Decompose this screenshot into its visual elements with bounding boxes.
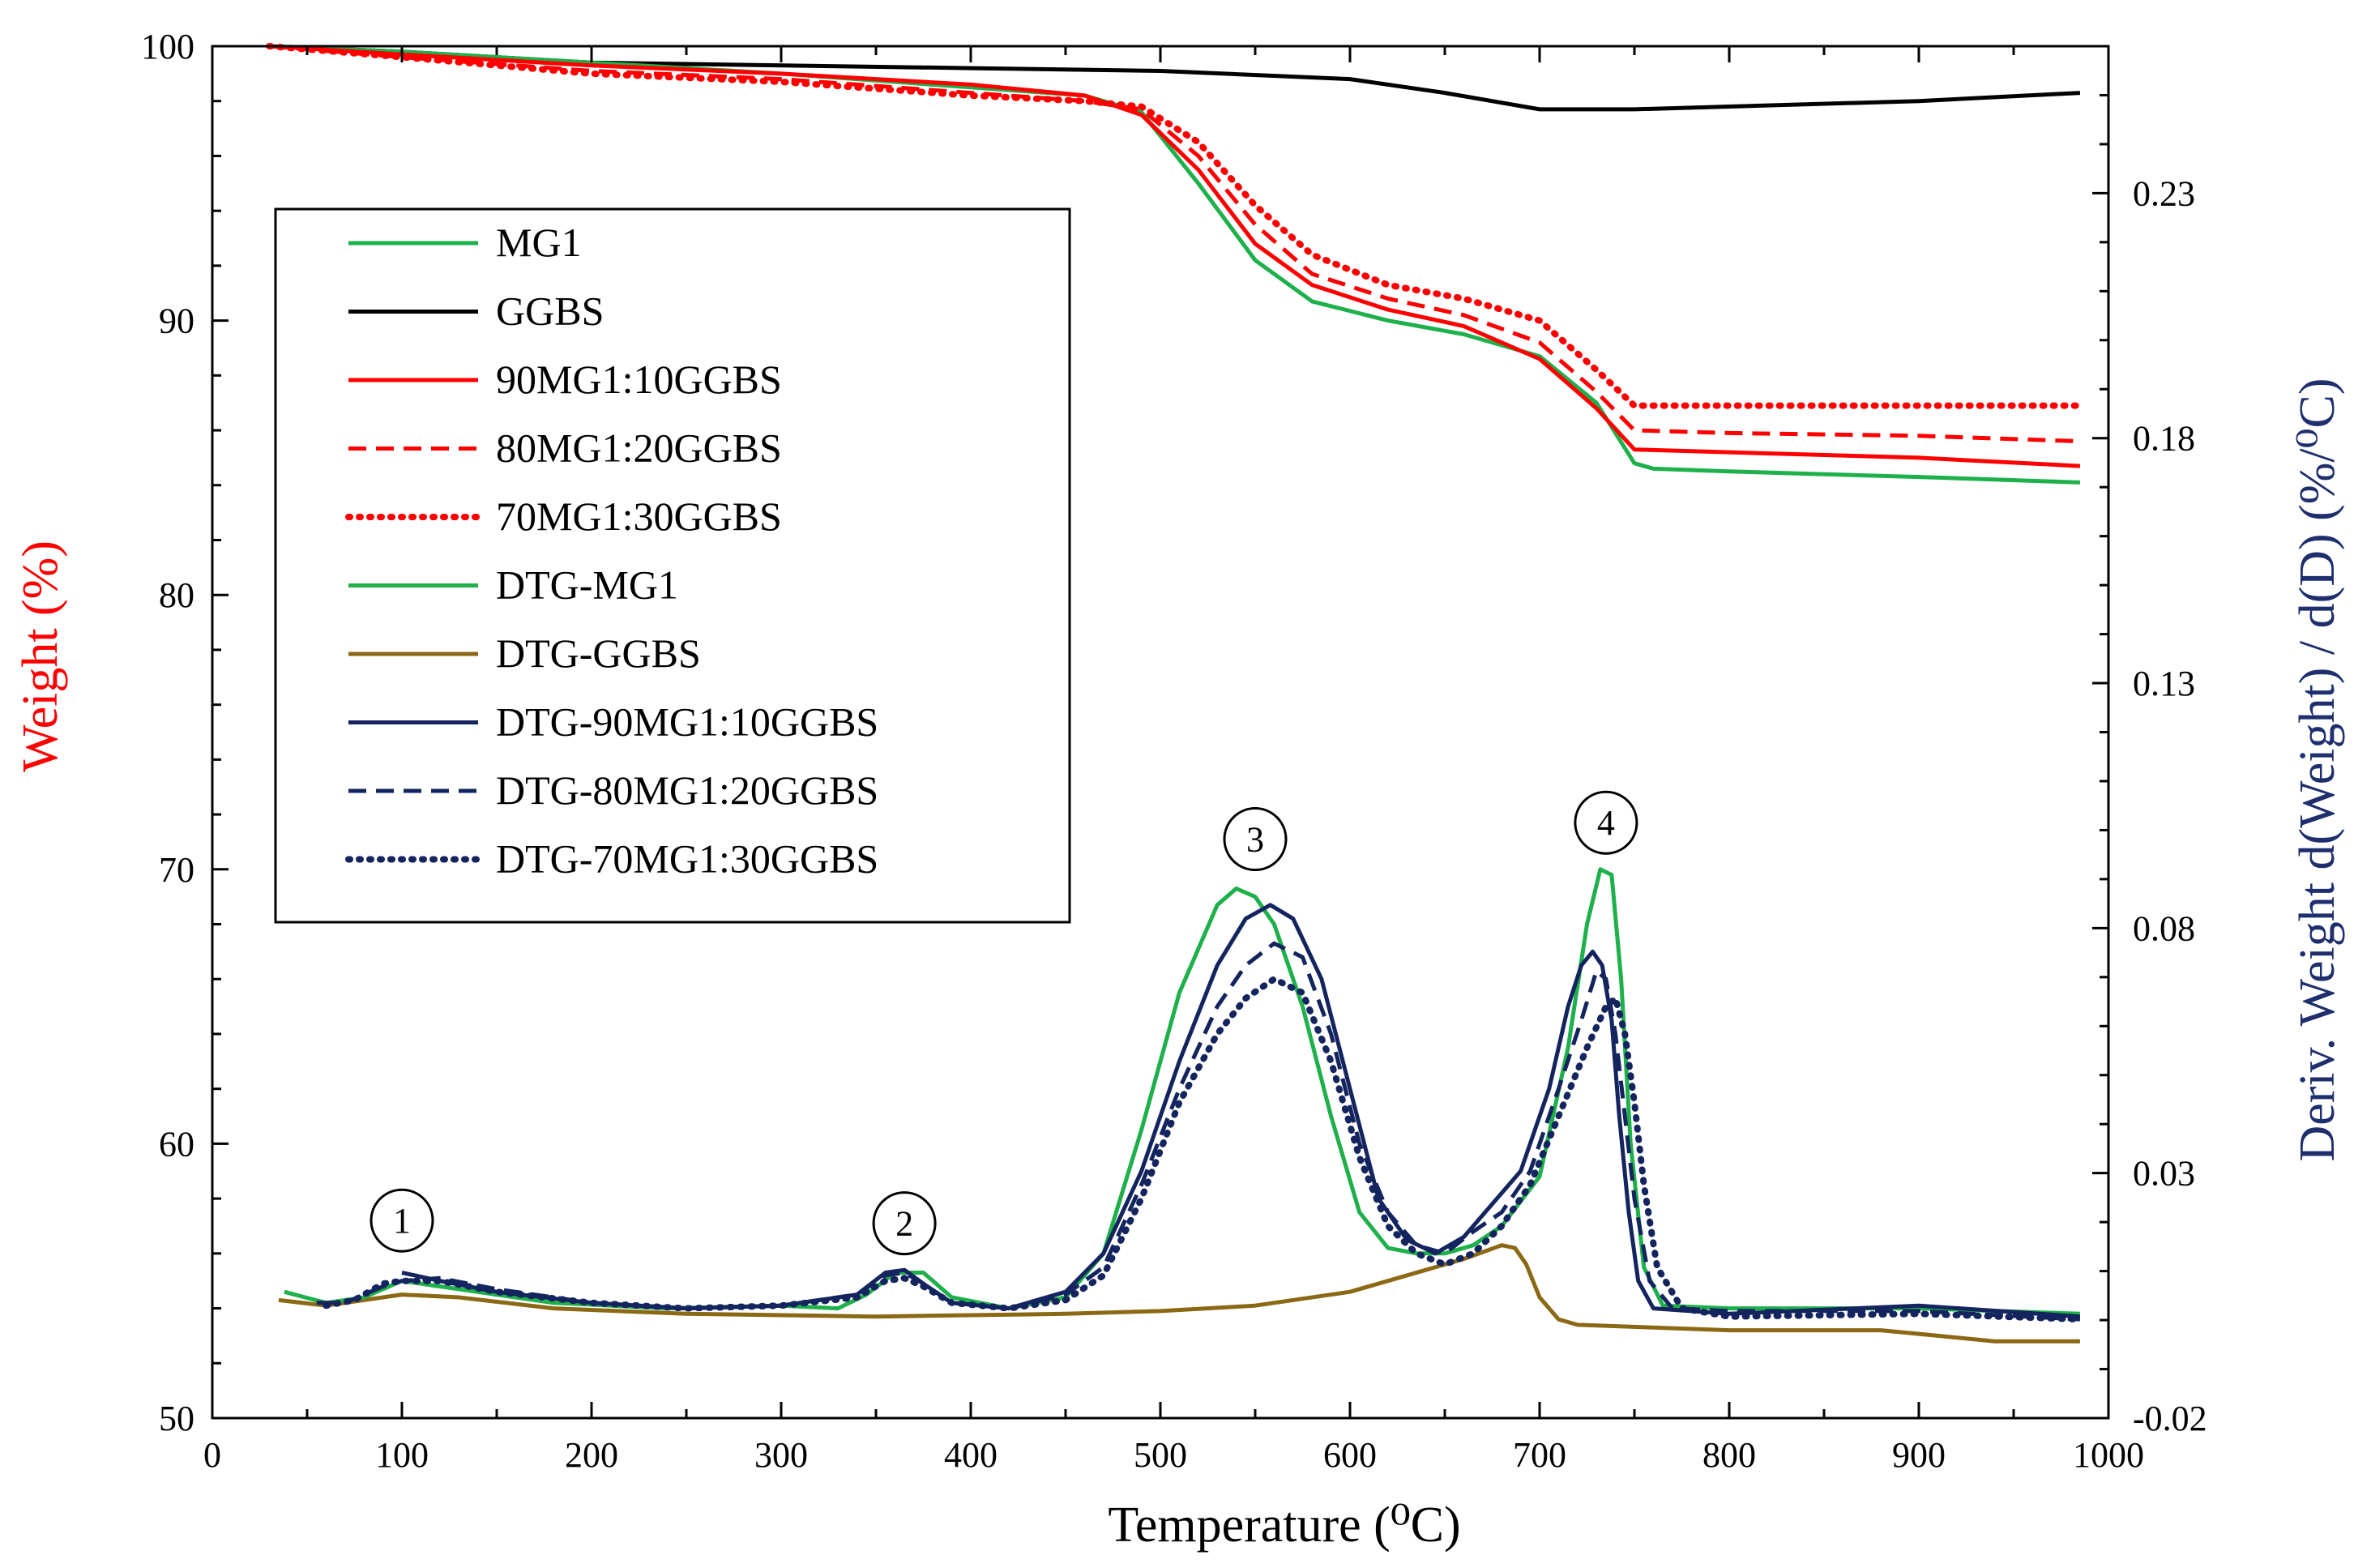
x-tick-label: 400 [944,1435,998,1475]
y-right-tick-label: 0.13 [2133,664,2195,703]
annotations-group: 1 2 3 4 [370,790,1638,1256]
legend-label: DTG-80MG1:20GGBS [496,767,878,813]
annotation-circle [1223,807,1288,872]
x-tick-label: 1000 [2073,1435,2144,1475]
x-tick-label: 200 [565,1435,618,1475]
y-left-tick-label: 70 [159,850,194,890]
x-tick-label: 500 [1134,1435,1187,1475]
annotation-circle [1574,790,1638,855]
annotation-label: 1 [393,1201,411,1241]
legend: MG1 GGBS 90MG1:10GGBS 80MG1:20GGBS 70MG1:30G… [274,207,1071,924]
annotation-circle [872,1191,937,1256]
x-tick-label: 100 [375,1435,429,1475]
legend-label: 70MG1:30GGBS [496,493,782,539]
x-tick-label: 700 [1513,1435,1566,1475]
legend-label: DTG-GGBS [496,630,701,676]
y-right-tick-label: 0.08 [2133,908,2195,948]
series-line-80mg1-20ggbs [268,44,2080,444]
series-line-dtg-90mg1-10ggbs [401,903,2081,1319]
legend-label: GGBS [496,288,604,334]
y-axis-left-label: Weight (%) [13,540,68,772]
x-tick-label: 0 [203,1435,221,1475]
series-line-dtg-ggbs [278,1243,2080,1344]
x-tick-label: 300 [754,1435,808,1475]
legend-label: 80MG1:20GGBS [496,425,782,471]
legend-label: DTG-70MG1:30GGBS [496,836,878,882]
y-axis-right-label: Deriv. Weight d(Weight) / d(D) (%/⁰C) [2290,378,2345,1161]
series-line-70mg1-30ggbs [266,43,2083,409]
y-left-tick-label: 50 [159,1399,194,1438]
legend-label: 90MG1:10GGBS [496,357,782,402]
series-line-90mg1-10ggbs [269,44,2081,468]
legend-label: MG1 [496,220,582,265]
annotation-label: 4 [1597,803,1615,843]
annotation-label: 3 [1246,820,1264,860]
y-right-tick-label: 0.03 [2133,1154,2195,1194]
x-axis-label: Temperature (⁰C) [1108,1498,1460,1553]
y-right-tick-label: -0.02 [2133,1399,2207,1438]
x-tick-label: 800 [1702,1435,1756,1475]
legend-label: DTG-90MG1:10GGBS [496,699,878,745]
series-group [266,43,2083,1344]
y-right-tick-label: 0.18 [2133,419,2195,459]
x-tick-label: 600 [1323,1435,1377,1475]
legend-box [274,207,1071,924]
y-left-tick-label: 60 [159,1124,194,1164]
x-tick-label: 900 [1892,1435,1946,1475]
annotation-label: 2 [895,1204,913,1244]
series-line-dtg-80mg1-20ggbs [316,941,2081,1322]
y-right-tick-label: 0.23 [2133,173,2195,213]
legend-label: DTG-MG1 [496,562,678,608]
series-line-dtg-70mg1-30ggbs [323,976,2083,1323]
axes-group: 0 100 200 300 400 500 600 700 800 900 1000 50 60 70 80… [141,27,2207,1475]
y-left-tick-label: 100 [141,27,194,66]
y-left-tick-label: 90 [159,301,194,341]
annotation-circle [370,1188,434,1253]
y-left-tick-label: 80 [159,575,194,615]
